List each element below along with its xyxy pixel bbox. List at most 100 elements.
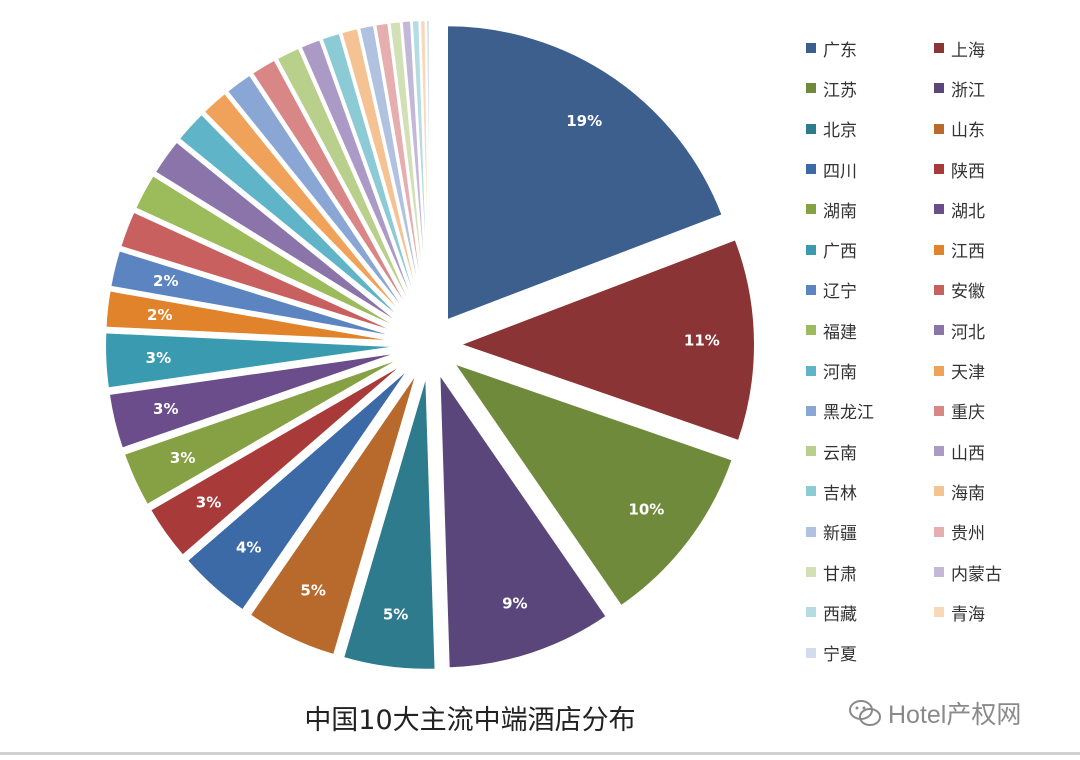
pie-slice-26 [374,21,427,316]
legend-swatch [806,123,816,134]
legend-label: 湖南 [823,201,857,222]
pie-slices [104,19,756,671]
legend-swatch [806,365,816,376]
chart-legend: 广东 上海 江苏 浙江 北京 山东 四川 陕西 湖南 湖北 广西 江西 辽宁 安徽 福建 河北 河南 天津 黑龙江 重… [806,28,1076,673]
slice-data-label: 2% [147,306,172,324]
legend-label: 河北 [951,322,985,343]
pie-slice-13 [109,249,402,339]
legend-label: 贵州 [951,524,985,545]
legend-swatch [806,284,816,295]
slice-data-label: 4% [236,539,261,557]
legend-swatch [806,567,816,577]
legend-item: 湖南 [806,189,934,229]
legend-item: 上海 [934,28,1062,68]
legend-item: 山东 [934,109,1062,149]
pie-data-labels: 19% 11% 10% 9% 5% 5% 4% 3% 3% 3% 3% 2% 2% [146,112,720,624]
pie-slice-4 [438,370,609,670]
legend-swatch [934,526,944,537]
legend-item: 北京 [806,109,934,149]
pie-slice-15 [133,173,405,332]
legend-label: 新疆 [823,524,857,545]
legend-item: 天津 [934,350,1062,390]
pie-slice-17 [177,112,409,326]
pie-slice-1 [446,24,724,322]
pie-slice-7 [185,366,411,612]
pie-slice-18 [202,91,411,324]
pie-chart: 19% 11% 10% 9% 5% 5% 4% 3% 3% 3% 3% 2% 2% [104,19,756,671]
pie-slice-3 [451,361,734,608]
legend-swatch [806,43,816,54]
pie-slice-12 [104,289,401,343]
legend-swatch [806,83,816,94]
slice-data-label: 10% [628,501,664,519]
legend-swatch [934,244,944,255]
legend-item: 吉林 [806,471,934,511]
legend-item: 江西 [934,229,1062,269]
legend-swatch [934,607,944,618]
legend-label: 四川 [823,161,857,182]
legend-item: 陕西 [934,149,1062,189]
pie-slice-19 [225,73,414,322]
slice-data-label: 3% [196,494,221,512]
legend-swatch [934,164,944,175]
legend-swatch [806,647,816,658]
pie-slice-8 [148,361,407,557]
pie-slice-6 [248,371,419,657]
legend-swatch [934,446,944,457]
legend-item: 四川 [806,149,934,189]
pie-slice-2 [457,237,756,443]
legend-item: 湖北 [934,189,1062,229]
pie-slice-22 [299,37,420,318]
legend-label: 浙江 [951,80,985,101]
legend-swatch [806,204,816,215]
chart-title: 中国10大主流中端酒店分布 [304,705,636,736]
legend-label: 安徽 [951,282,985,303]
legend-item: 河北 [934,310,1062,350]
legend-item: 云南 [806,431,934,471]
watermark-text: Hotel产权网 [888,701,1022,729]
legend-swatch [934,486,944,497]
legend-label: 云南 [823,443,857,464]
legend-swatch [934,325,944,336]
legend-label: 天津 [951,363,985,384]
legend-swatch [934,567,944,577]
legend-label: 重庆 [951,403,985,424]
pie-slice-21 [275,46,418,319]
legend-item: 内蒙古 [934,552,1062,592]
legend-item: 广西 [806,229,934,269]
legend-swatch [934,43,944,54]
legend-label: 吉林 [823,483,857,504]
pie-slice-9 [122,356,404,507]
legend-label: 湖北 [951,201,985,222]
legend-swatch [806,486,816,497]
slice-data-label: 2% [153,272,178,290]
legend-label: 山东 [951,121,985,142]
slice-data-label: 3% [170,449,195,467]
legend-label: 青海 [951,604,985,625]
legend-swatch [934,365,944,376]
legend-swatch [934,284,944,295]
legend-swatch [934,405,944,416]
legend-item: 福建 [806,310,934,350]
legend-swatch [934,83,944,94]
legend-label: 福建 [823,322,857,343]
pie-slice-27 [388,20,428,316]
legend-item: 甘肃 [806,552,934,592]
legend-label: 江苏 [823,80,857,101]
legend-label: 北京 [823,121,857,142]
legend-item: 青海 [934,592,1062,632]
legend-label: 西藏 [823,604,857,625]
legend-label: 上海 [951,40,985,61]
slice-data-label: 5% [300,582,325,600]
legend-item: 重庆 [934,391,1062,431]
legend-item: 新疆 [806,512,934,552]
legend-label: 辽宁 [823,282,857,303]
legend-label: 甘肃 [823,564,857,585]
slice-data-label: 11% [684,332,720,350]
legend-swatch [806,526,816,537]
legend-label: 内蒙古 [951,564,1002,585]
legend-label: 广东 [823,40,857,61]
legend-item: 江苏 [806,68,934,108]
pie-slice-23 [320,31,422,317]
legend-swatch [806,164,816,175]
